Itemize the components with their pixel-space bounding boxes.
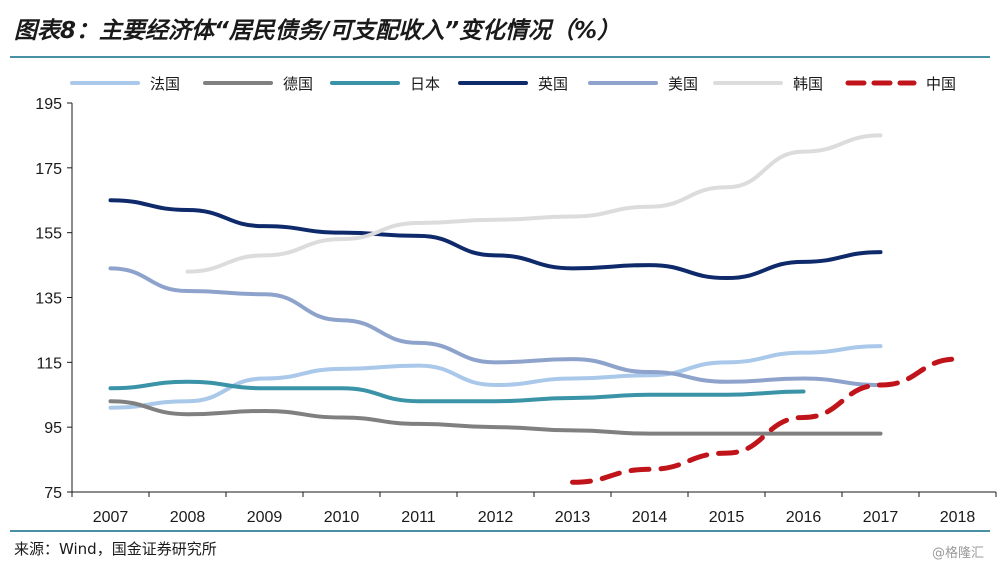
footer-divider: [10, 530, 990, 532]
axes: 75 95 115 135 155 175 195 2007 2008 2009 2010 2011 2…: [35, 96, 997, 526]
x-tick-label: 2007: [93, 509, 129, 526]
series-line-德国: [108, 399, 883, 436]
x-tick-label: 2013: [555, 509, 591, 526]
series-line-美国: [108, 266, 883, 388]
line-chart: 法国 德国 日本 英国 美国 韩国 中国 75 95 115 135 155 175 195 2007 20…: [35, 75, 997, 526]
x-tick-label: 2018: [940, 509, 976, 526]
x-tick-label: 2012: [478, 509, 514, 526]
x-tick-label: 2008: [170, 509, 206, 526]
x-tick-label: 2014: [632, 509, 668, 526]
series-line-法国: [108, 344, 883, 410]
y-tick-label: 175: [35, 161, 62, 178]
x-tick-label: 2016: [786, 509, 822, 526]
legend-label: 韩国: [793, 75, 823, 93]
x-tick-label: 2017: [863, 509, 899, 526]
legend-label: 德国: [283, 75, 313, 93]
x-tick-label: 2011: [401, 509, 436, 526]
series-line-韩国: [185, 133, 883, 274]
legend: 法国 德国 日本 英国 美国 韩国 中国: [70, 75, 956, 93]
legend-label: 英国: [538, 75, 568, 93]
watermark: @格隆汇: [931, 546, 984, 561]
y-tick-label: 115: [36, 355, 62, 372]
x-tick-label: 2009: [247, 509, 283, 526]
series-line-日本: [108, 379, 806, 404]
legend-label: 日本: [410, 75, 440, 93]
source-note: 来源：Wind，国金证券研究所: [14, 540, 217, 558]
series-line-英国: [108, 198, 883, 281]
legend-label: 中国: [926, 75, 956, 93]
title-divider: [10, 56, 990, 58]
y-tick-label: 135: [35, 291, 62, 308]
y-tick-label: 155: [35, 226, 62, 243]
legend-label: 美国: [668, 75, 698, 93]
chart-title: 图表8：主要经济体“居民债务/可支配收入”变化情况（%）: [14, 18, 621, 44]
series-line-中国: [570, 356, 960, 485]
y-tick-label: 75: [44, 485, 62, 502]
legend-label: 法国: [150, 75, 180, 93]
series-lines: [108, 133, 960, 485]
y-tick-label: 195: [35, 96, 62, 113]
x-tick-label: 2010: [324, 509, 360, 526]
x-tick-label: 2015: [709, 509, 745, 526]
y-tick-label: 95: [44, 420, 62, 437]
